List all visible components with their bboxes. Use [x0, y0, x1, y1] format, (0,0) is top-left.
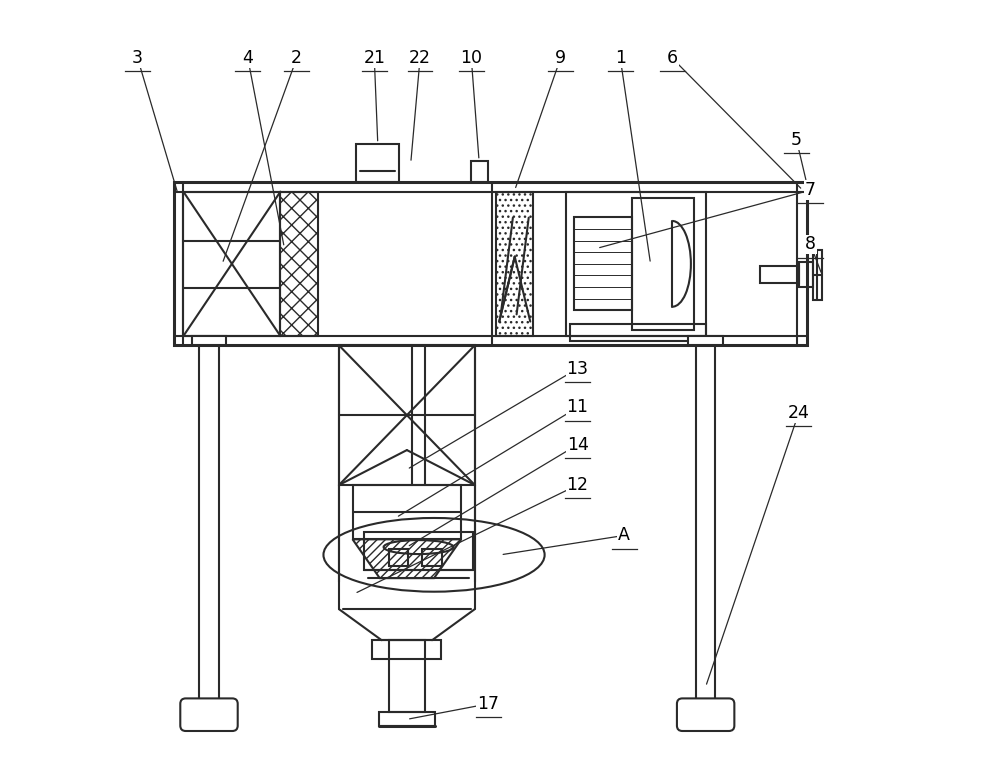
Text: 1: 1	[615, 49, 626, 68]
Bar	[389, 549, 408, 566]
Text: 13: 13	[567, 359, 589, 378]
Text: 2: 2	[291, 49, 302, 68]
Bar	[813, 250, 822, 300]
Bar	[696, 345, 715, 704]
Bar	[570, 324, 706, 341]
Bar	[280, 192, 318, 336]
Text: 11: 11	[567, 398, 589, 417]
FancyBboxPatch shape	[180, 698, 238, 731]
Text: 7: 7	[805, 181, 816, 199]
Bar	[632, 198, 694, 330]
Bar	[496, 192, 533, 336]
Text: 24: 24	[788, 404, 810, 422]
Text: 4: 4	[242, 49, 253, 68]
Bar	[199, 345, 219, 704]
Bar	[688, 336, 723, 345]
Bar	[353, 485, 461, 539]
Bar	[364, 532, 473, 570]
Text: 3: 3	[132, 49, 143, 68]
Bar	[192, 336, 226, 345]
Text: 9: 9	[555, 49, 566, 68]
Bar	[566, 192, 706, 336]
FancyBboxPatch shape	[677, 698, 734, 731]
Bar	[339, 345, 475, 485]
Bar	[183, 192, 280, 336]
Bar	[174, 182, 807, 345]
Text: 21: 21	[363, 49, 385, 68]
Bar	[389, 640, 425, 712]
Text: A: A	[618, 526, 630, 545]
Text: 10: 10	[460, 49, 482, 68]
Bar	[356, 144, 399, 182]
Text: 14: 14	[567, 435, 589, 454]
Text: 6: 6	[667, 49, 678, 68]
Bar	[471, 161, 488, 182]
Text: 8: 8	[805, 235, 816, 254]
Bar	[422, 549, 442, 566]
Bar	[799, 262, 813, 287]
Bar	[372, 640, 441, 659]
Text: 12: 12	[567, 476, 589, 494]
Text: 17: 17	[477, 695, 499, 713]
Bar	[574, 217, 632, 310]
Bar	[760, 266, 799, 283]
Text: 5: 5	[791, 130, 802, 149]
Text: 22: 22	[409, 49, 431, 68]
Bar	[379, 712, 435, 726]
